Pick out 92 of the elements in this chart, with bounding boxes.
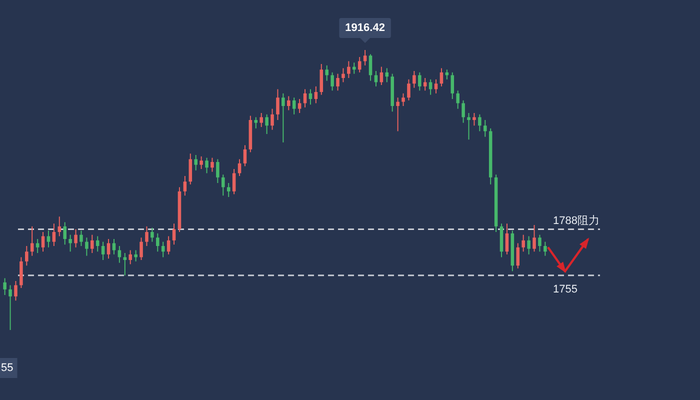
candlestick <box>68 234 72 252</box>
candlestick <box>472 112 476 126</box>
candlestick <box>216 158 220 184</box>
candlestick <box>3 278 6 296</box>
candlestick <box>298 98 302 114</box>
candlestick <box>20 256 23 288</box>
text: 1788阻力 <box>553 214 600 228</box>
candlestick <box>106 238 110 260</box>
candlestick <box>325 64 328 82</box>
annotation: 1916.42 <box>345 22 385 34</box>
candlestick <box>150 227 154 242</box>
candlestick <box>450 72 454 100</box>
candlestick <box>292 97 296 115</box>
candlestick <box>308 88 312 106</box>
candlestick <box>412 70 416 88</box>
candlestick <box>314 86 318 104</box>
candlestick <box>532 224 536 252</box>
candlestick <box>428 78 432 96</box>
candlestick <box>188 153 192 185</box>
candlestick <box>80 230 83 246</box>
candlestick <box>58 216 62 237</box>
candlestick <box>527 236 530 255</box>
candlestick <box>440 68 444 87</box>
candlestick <box>8 284 12 330</box>
candlestick <box>118 246 122 264</box>
candlestick <box>222 174 225 196</box>
candlestick <box>276 88 280 120</box>
candlestick <box>156 232 160 252</box>
candlestick <box>145 226 148 246</box>
candlestick <box>232 168 236 195</box>
candlestick <box>522 234 525 252</box>
candlestick <box>41 232 45 252</box>
candlestick <box>418 72 422 92</box>
candlestick <box>423 78 427 92</box>
candlestick <box>101 241 105 260</box>
candlestick <box>265 114 268 134</box>
candlestick <box>320 64 324 96</box>
candlestick <box>25 246 28 266</box>
candlestick <box>456 90 460 110</box>
candlestick <box>74 228 78 248</box>
candlestick <box>368 54 372 82</box>
candlestick <box>166 236 170 255</box>
candlestick <box>112 238 116 255</box>
candlestick <box>134 250 138 262</box>
candlestick <box>172 223 176 246</box>
candlestick <box>270 108 274 130</box>
candlestick <box>342 68 345 83</box>
candlestick <box>467 112 470 140</box>
candlestick <box>183 176 187 196</box>
candlestick <box>128 250 132 265</box>
candlestick <box>407 78 410 101</box>
candlestick <box>358 56 362 73</box>
candlestick <box>14 280 18 302</box>
candlestick <box>374 70 378 87</box>
candlestick <box>123 252 127 276</box>
candlestick <box>336 73 340 92</box>
candlestick <box>516 242 520 269</box>
candlestick <box>52 223 56 246</box>
candlestick <box>63 222 66 246</box>
candlestick <box>243 144 247 167</box>
candlestick <box>205 157 208 174</box>
candlestick <box>226 182 230 198</box>
candlestick <box>85 237 88 256</box>
candlestick <box>363 50 367 66</box>
candlestick <box>36 238 40 254</box>
candlestick <box>484 120 487 138</box>
candlestick <box>538 234 542 252</box>
candlestick <box>46 230 50 248</box>
candlestick <box>96 236 100 252</box>
candlestick <box>347 60 350 78</box>
candlestick <box>140 237 143 260</box>
candlestick <box>254 116 258 129</box>
candlestick <box>287 96 290 111</box>
candlestick <box>352 62 356 74</box>
text: 55 <box>1 362 14 374</box>
candlestick <box>544 241 547 256</box>
candlestick <box>30 226 34 256</box>
candlestick <box>210 157 214 172</box>
candlestick <box>462 100 465 124</box>
candlestick <box>260 112 263 128</box>
candlestick <box>330 72 334 92</box>
candlestick <box>161 241 165 258</box>
candlestick <box>282 92 285 143</box>
candlestick <box>396 97 400 132</box>
candlestick <box>200 156 203 170</box>
candlestick <box>478 114 482 132</box>
candlestick <box>194 154 198 171</box>
candlestick <box>434 78 438 94</box>
text: 1755 <box>553 283 578 296</box>
candlestick <box>505 223 509 255</box>
candlestick <box>402 92 405 106</box>
candlestick <box>90 234 94 254</box>
